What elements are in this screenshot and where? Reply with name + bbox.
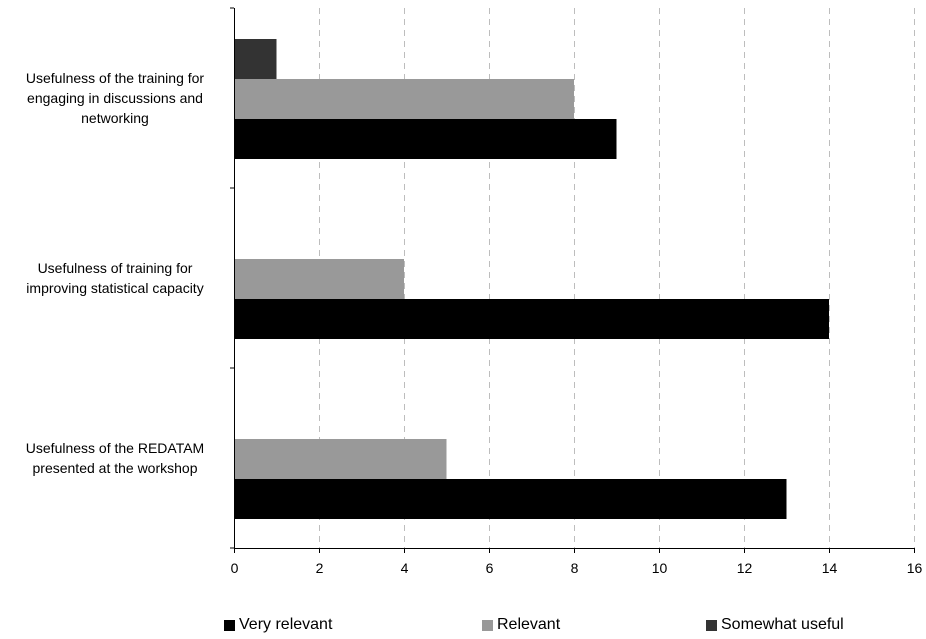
category-label-line: engaging in discussions and — [27, 90, 203, 106]
legend-label: Somewhat useful — [721, 616, 844, 633]
category-label-line: Usefulness of training for — [37, 260, 193, 276]
legend-swatch — [706, 619, 717, 631]
legend-item: Relevant — [482, 616, 560, 634]
legend-item: Very relevant — [224, 616, 332, 634]
x-tick-label: 0 — [231, 560, 239, 576]
bar-very-relevant — [234, 299, 829, 339]
bar-relevant — [234, 79, 574, 119]
category-label: Usefulness of the REDATAM presented at th… — [5, 438, 225, 478]
bar-relevant — [234, 259, 404, 299]
bar-very-relevant — [234, 119, 617, 159]
legend-swatch — [482, 619, 493, 631]
category-label-line: Usefulness of the REDATAM — [25, 440, 205, 456]
legend-swatch — [224, 619, 235, 631]
legend-label: Very relevant — [239, 616, 333, 633]
category-label-line: presented at the workshop — [32, 460, 198, 476]
category-label-line: networking — [81, 110, 149, 126]
x-tick-label: 8 — [571, 560, 579, 576]
chart-legend: Very relevant Relevant Somewhat useful — [0, 616, 926, 638]
bar-relevant — [234, 439, 447, 479]
x-tick-label: 10 — [652, 560, 668, 576]
x-tick-label: 12 — [737, 560, 753, 576]
x-tick-label: 2 — [316, 560, 324, 576]
bar-very-relevant — [234, 479, 787, 519]
x-tick-label: 4 — [401, 560, 409, 576]
x-tick-label: 16 — [907, 560, 923, 576]
category-label-line: Usefulness of the training for — [25, 70, 205, 86]
x-tick-label: 6 — [486, 560, 494, 576]
legend-item: Somewhat useful — [706, 616, 844, 634]
legend-label: Relevant — [497, 616, 561, 633]
bar-somewhat-useful — [234, 39, 277, 79]
category-label: Usefulness of the training for engaging i… — [5, 68, 225, 128]
category-label-line: improving statistical capacity — [26, 280, 204, 296]
category-label: Usefulness of training for improving stat… — [5, 258, 225, 298]
x-tick-label: 14 — [822, 560, 838, 576]
